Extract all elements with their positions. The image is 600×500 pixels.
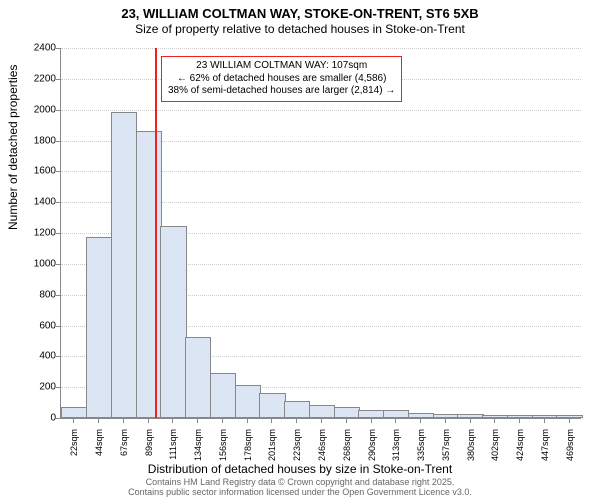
y-tick — [56, 356, 61, 357]
y-tick-label: 2400 — [16, 43, 56, 54]
histogram-bar — [86, 237, 112, 418]
histogram-bar — [210, 373, 236, 418]
x-tick — [98, 418, 99, 423]
x-tick — [494, 418, 495, 423]
histogram-bar — [235, 385, 261, 418]
y-tick — [56, 48, 61, 49]
histogram-bar — [185, 337, 211, 418]
x-tick — [544, 418, 545, 423]
x-tick — [73, 418, 74, 423]
x-tick — [470, 418, 471, 423]
x-tick — [247, 418, 248, 423]
y-tick — [56, 418, 61, 419]
y-tick-label: 2200 — [16, 73, 56, 84]
gridline-h — [61, 110, 581, 111]
y-tick-label: 1400 — [16, 197, 56, 208]
x-axis-label: Distribution of detached houses by size … — [0, 462, 600, 476]
y-tick-label: 800 — [16, 289, 56, 300]
y-tick-label: 600 — [16, 320, 56, 331]
y-tick — [56, 141, 61, 142]
y-tick-label: 2000 — [16, 104, 56, 115]
y-tick — [56, 326, 61, 327]
x-tick — [346, 418, 347, 423]
x-tick — [395, 418, 396, 423]
histogram-bar — [61, 407, 87, 418]
y-tick-label: 1000 — [16, 258, 56, 269]
histogram-bar — [136, 131, 162, 418]
x-tick — [519, 418, 520, 423]
annotation-line: 38% of semi-detached houses are larger (… — [168, 85, 395, 98]
histogram-bar — [160, 226, 186, 418]
histogram-bar — [383, 410, 409, 418]
reference-line — [155, 48, 157, 418]
annotation-box: 23 WILLIAM COLTMAN WAY: 107sqm← 62% of d… — [161, 56, 402, 102]
x-tick — [197, 418, 198, 423]
y-tick — [56, 233, 61, 234]
gridline-h — [61, 48, 581, 49]
histogram-bar — [532, 415, 558, 418]
x-tick — [148, 418, 149, 423]
histogram-bar — [259, 393, 285, 418]
x-tick — [296, 418, 297, 423]
chart-title-main: 23, WILLIAM COLTMAN WAY, STOKE-ON-TRENT,… — [0, 0, 600, 21]
y-tick — [56, 79, 61, 80]
annotation-line: 23 WILLIAM COLTMAN WAY: 107sqm — [168, 60, 395, 73]
histogram-bar — [309, 405, 335, 418]
histogram-bar — [556, 415, 582, 418]
x-tick — [271, 418, 272, 423]
x-tick — [172, 418, 173, 423]
y-tick-label: 0 — [16, 413, 56, 424]
x-tick — [123, 418, 124, 423]
histogram-bar — [358, 410, 384, 418]
x-tick — [445, 418, 446, 423]
x-tick — [321, 418, 322, 423]
y-tick — [56, 387, 61, 388]
x-tick — [569, 418, 570, 423]
x-tick — [222, 418, 223, 423]
y-tick-label: 400 — [16, 351, 56, 362]
y-tick-label: 1800 — [16, 135, 56, 146]
y-tick-label: 1200 — [16, 228, 56, 239]
y-tick — [56, 110, 61, 111]
y-tick — [56, 295, 61, 296]
y-tick-label: 1600 — [16, 166, 56, 177]
y-tick — [56, 264, 61, 265]
chart-title-sub: Size of property relative to detached ho… — [0, 22, 600, 36]
annotation-line: ← 62% of detached houses are smaller (4,… — [168, 73, 395, 86]
histogram-bar — [457, 414, 483, 418]
histogram-bar — [334, 407, 360, 418]
y-tick-label: 200 — [16, 382, 56, 393]
footer-attribution: Contains HM Land Registry data © Crown c… — [0, 478, 600, 498]
chart-container: 23, WILLIAM COLTMAN WAY, STOKE-ON-TRENT,… — [0, 0, 600, 500]
x-tick — [371, 418, 372, 423]
chart-plot-area: 23 WILLIAM COLTMAN WAY: 107sqm← 62% of d… — [60, 48, 581, 419]
footer-line-2: Contains public sector information licen… — [0, 488, 600, 498]
histogram-bar — [111, 112, 137, 418]
histogram-bar — [284, 401, 310, 418]
x-tick — [420, 418, 421, 423]
y-tick — [56, 202, 61, 203]
histogram-bar — [433, 414, 459, 418]
y-tick — [56, 171, 61, 172]
